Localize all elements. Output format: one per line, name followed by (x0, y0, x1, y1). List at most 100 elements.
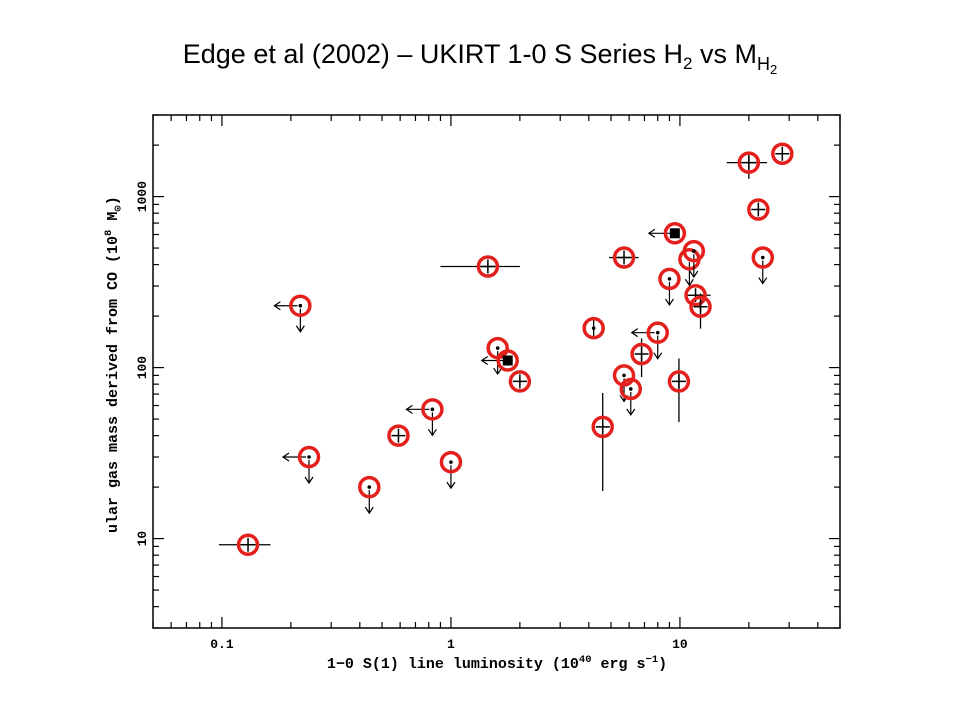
upper-limit-arrow-down (653, 335, 663, 360)
data-point (387, 424, 410, 447)
dot-marker (622, 373, 626, 378)
highlight-circle (496, 349, 519, 372)
highlight-circle (236, 533, 260, 557)
title-subscript-2-text: H (757, 54, 770, 74)
highlight-circle (658, 267, 681, 291)
square-marker (502, 355, 513, 366)
dot-marker (449, 460, 453, 464)
data-point (747, 198, 770, 221)
x-axis-label-exponent: 40 (579, 654, 592, 666)
y-axis-label-subscript: ⊙ (113, 205, 125, 212)
highlight-circle (682, 239, 706, 263)
upper-limit-arrow-down (427, 412, 437, 437)
dot-marker (495, 346, 500, 350)
highlight-circle (737, 151, 761, 174)
data-point (608, 246, 639, 269)
highlight-circle (689, 295, 712, 318)
highlight-circle (358, 475, 381, 499)
dot-marker (298, 303, 303, 308)
title-sub-subscript: 2 (770, 62, 778, 77)
dot-marker (307, 455, 311, 459)
upper-limit-arrow-down (684, 262, 694, 287)
data-point (582, 316, 605, 340)
data-point (771, 142, 794, 166)
x-axis-label-text-2: erg s (592, 656, 646, 673)
data-point (439, 450, 463, 490)
dot-marker (591, 326, 596, 330)
upper-limit-arrow-left (281, 452, 307, 462)
highlight-circle (289, 294, 312, 317)
title-text: Edge et al (2002) – UKIRT 1-0 S Series H (182, 39, 684, 69)
upper-limit-arrow-down (758, 260, 768, 285)
cross-marker (634, 347, 649, 362)
data-point (630, 321, 669, 360)
highlight-circle (747, 198, 770, 221)
title-subscript: 2 (683, 54, 693, 73)
x-axis-label-text: 1−0 S(1) line luminosity (10 (327, 656, 579, 673)
dot-marker (367, 485, 372, 489)
data-point (405, 398, 444, 437)
cross-marker (671, 374, 686, 389)
data-point (440, 255, 520, 278)
y-tick-label: 100 (135, 356, 150, 380)
cross-marker (693, 299, 708, 314)
highlight-circle (439, 450, 463, 474)
upper-limit-arrow-down (626, 391, 636, 417)
cross-marker (480, 259, 495, 274)
data-point (591, 393, 614, 491)
upper-limit-arrow-down (364, 490, 374, 515)
highlight-circle (591, 415, 614, 439)
x-tick-label: 10 (672, 637, 688, 652)
highlight-circle (684, 283, 707, 307)
y-axis-label-text-3: ) (105, 196, 122, 205)
cross-marker (391, 428, 406, 443)
upper-limit-arrow-down (295, 308, 305, 333)
y-axis-label: ular gas mass derived from CO (108 M⊙) (103, 196, 125, 533)
highlight-circle (508, 370, 532, 393)
dot-marker (430, 407, 435, 412)
highlight-circle (421, 398, 444, 421)
data-point (678, 248, 701, 287)
x-tick-label: 1 (447, 637, 455, 652)
highlight-circle (612, 246, 636, 269)
highlight-circle (387, 424, 410, 447)
x-axis-label-exponent-2: −1 (646, 654, 659, 666)
cross-marker (741, 155, 756, 170)
dot-marker (692, 249, 696, 253)
data-point (689, 293, 712, 329)
data-point (281, 445, 321, 485)
upper-limit-arrow-down (446, 465, 456, 490)
upper-limit-arrow-left (647, 228, 672, 238)
upper-limit-arrow-left (480, 356, 505, 366)
y-axis-label-text: ular gas mass derived from CO (10 (105, 236, 122, 533)
data-point (273, 294, 312, 333)
data-point (667, 358, 691, 423)
highlight-circle (751, 246, 775, 269)
y-tick-label: 1000 (135, 181, 150, 212)
y-axis-label-exponent: 8 (103, 230, 115, 236)
chart-title: Edge et al (2002) – UKIRT 1-0 S Series H… (0, 38, 960, 76)
highlight-circle (771, 142, 794, 166)
highlight-circle (297, 445, 321, 469)
highlight-circle (663, 222, 687, 245)
highlight-circle (619, 377, 643, 401)
data-point (480, 349, 519, 372)
y-tick-label: 10 (135, 531, 150, 547)
upper-limit-arrow-down (664, 281, 674, 307)
plot-frame (152, 114, 841, 629)
cross-marker (617, 250, 632, 265)
data-point (218, 533, 271, 557)
data-point (619, 377, 643, 417)
highlight-circle (630, 342, 653, 366)
cross-marker (751, 202, 766, 217)
data-point (751, 246, 775, 285)
cross-marker (775, 146, 790, 161)
highlight-circle (646, 321, 669, 344)
title-subscript-2: H2 (757, 54, 778, 77)
data-point (630, 338, 653, 378)
dot-marker (628, 387, 633, 391)
tick-labels: 0.1 1 10 10 100 1000 (135, 181, 688, 652)
data-point (647, 222, 687, 245)
